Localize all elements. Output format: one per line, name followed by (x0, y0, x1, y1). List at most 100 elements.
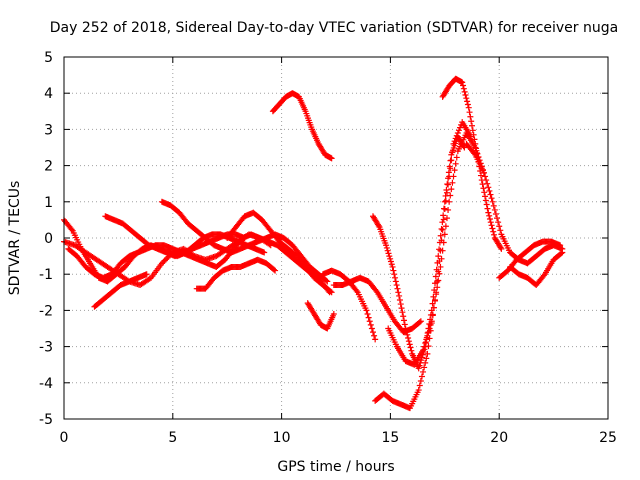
data-point (482, 193, 489, 200)
data-point (454, 130, 461, 137)
data-point (421, 343, 428, 350)
data-point (452, 160, 459, 167)
data-point (161, 257, 168, 264)
data-point (483, 201, 490, 208)
data-point (540, 272, 547, 279)
data-point (497, 227, 504, 234)
data-point (384, 247, 391, 254)
data-point (396, 292, 403, 299)
data-point (417, 377, 424, 384)
data-point (448, 157, 455, 164)
data-point (463, 95, 470, 102)
data-point (497, 244, 504, 251)
chart-title: Day 252 of 2018, Sidereal Day-to-day VTE… (50, 20, 618, 36)
data-point (438, 255, 445, 262)
data-point (432, 297, 439, 304)
series-arc-s (507, 249, 566, 289)
data-point (557, 242, 564, 249)
data-point (490, 202, 497, 209)
data-point (163, 256, 169, 263)
data-point (396, 296, 403, 303)
data-point (484, 180, 491, 187)
data-point (440, 239, 447, 246)
data-point (449, 179, 456, 186)
data-point (489, 225, 496, 232)
data-point (415, 365, 422, 372)
series-arc-i (269, 90, 335, 162)
data-point (486, 212, 493, 219)
data-point (489, 198, 496, 205)
data-point (434, 284, 441, 291)
data-point (436, 246, 443, 253)
data-point (477, 172, 484, 179)
data-point (441, 206, 448, 213)
data-point (330, 311, 337, 318)
data-point (391, 271, 398, 278)
series-arc-h (224, 209, 335, 296)
data-point (433, 291, 440, 298)
data-point (467, 113, 474, 120)
y-tick-label: 5 (44, 50, 53, 66)
data-point (449, 149, 456, 156)
data-point (468, 118, 475, 125)
data-point (328, 155, 335, 162)
data-point (439, 226, 446, 233)
data-point (464, 101, 471, 108)
data-point (473, 145, 480, 152)
data-point (491, 231, 498, 238)
data-point (559, 249, 566, 256)
data-point (416, 382, 423, 389)
data-point (453, 132, 460, 139)
data-point (447, 192, 454, 199)
data-point (160, 258, 167, 265)
data-point (425, 329, 432, 336)
data-point (462, 92, 469, 99)
series-arc-d (91, 271, 150, 310)
data-point (426, 325, 433, 332)
data-point (466, 109, 473, 116)
axis-ticks: 0 5 10 15 20 25 -5 -4 -3 -2 -1 0 1 2 3 4 5 (39, 50, 617, 446)
y-axis-label: SDTVAR / TECUs (7, 181, 23, 296)
data-point (428, 318, 435, 325)
data-point (471, 136, 478, 143)
data-point (401, 317, 407, 324)
data-point (470, 131, 477, 138)
data-point (366, 318, 373, 325)
data-point (486, 187, 493, 194)
data-point (487, 219, 494, 226)
data-points (61, 75, 566, 412)
data-point (323, 277, 330, 284)
y-tick-label: -1 (39, 267, 53, 283)
data-point (457, 124, 464, 131)
y-tick-label: -4 (39, 376, 53, 392)
data-point (465, 104, 472, 111)
data-point (450, 173, 457, 180)
data-point (353, 287, 360, 294)
data-point (270, 266, 277, 273)
x-tick-label: 10 (273, 430, 291, 446)
data-point (494, 215, 501, 222)
data-point (272, 267, 279, 274)
data-point (327, 288, 334, 295)
series-arc-r (496, 238, 564, 281)
data-point (372, 336, 379, 343)
data-point (460, 82, 467, 89)
data-point (464, 98, 471, 105)
data-point (472, 140, 479, 147)
data-point (443, 215, 450, 222)
data-point (241, 235, 248, 241)
data-point (461, 88, 468, 95)
data-point (436, 270, 443, 277)
data-point (365, 314, 372, 321)
data-point (452, 135, 459, 142)
data-point (461, 144, 468, 151)
data-point (455, 127, 462, 134)
data-point (368, 325, 375, 332)
data-point (445, 206, 452, 213)
data-point (386, 253, 393, 260)
data-point (469, 122, 475, 129)
data-point (146, 275, 153, 282)
data-point (390, 267, 397, 274)
data-point (459, 79, 466, 86)
data-point (369, 329, 376, 336)
